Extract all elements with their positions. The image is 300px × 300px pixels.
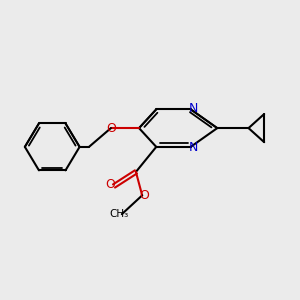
Text: O: O xyxy=(105,178,115,191)
Text: O: O xyxy=(139,189,149,202)
Text: N: N xyxy=(188,102,198,115)
Text: CH₃: CH₃ xyxy=(109,209,128,219)
Text: N: N xyxy=(188,141,198,154)
Text: O: O xyxy=(106,122,116,135)
